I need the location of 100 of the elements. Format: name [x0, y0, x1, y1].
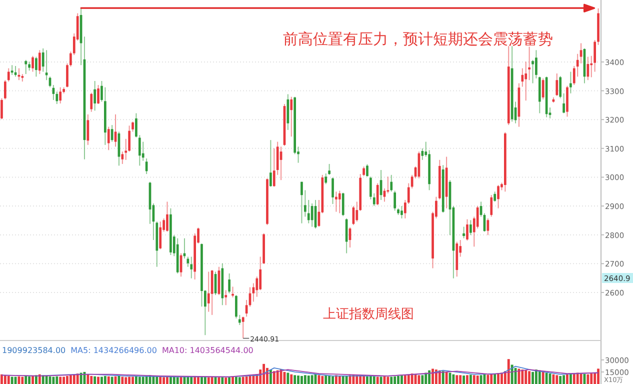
bar	[45, 376, 48, 384]
bar	[556, 375, 558, 384]
bar	[545, 372, 548, 384]
bar	[124, 377, 128, 384]
bar	[138, 376, 141, 384]
bar	[107, 376, 110, 384]
bar	[162, 377, 165, 384]
bar	[376, 376, 379, 384]
bar	[4, 375, 6, 384]
bar	[510, 364, 514, 384]
bar	[21, 376, 24, 384]
bar	[197, 376, 200, 384]
bar	[459, 375, 462, 384]
bar	[145, 376, 148, 384]
bar	[586, 374, 590, 384]
bar	[390, 376, 393, 384]
bar	[421, 375, 424, 384]
bar	[342, 376, 344, 384]
bar	[394, 376, 396, 384]
bar	[566, 374, 568, 384]
bar	[286, 372, 290, 384]
bar	[497, 373, 500, 384]
bar	[76, 374, 79, 384]
bar	[186, 376, 190, 384]
bar	[562, 375, 565, 384]
bar	[90, 376, 93, 384]
bar	[362, 376, 365, 384]
bar	[456, 375, 458, 384]
bar	[328, 376, 331, 384]
bar	[56, 376, 58, 384]
bar	[28, 376, 31, 384]
bar	[132, 376, 134, 384]
bar	[159, 376, 162, 384]
bar	[400, 376, 403, 384]
text: MA10: 1403564544.00	[162, 346, 254, 355]
bar	[445, 372, 448, 384]
bar	[10, 376, 14, 384]
bar	[52, 376, 55, 384]
bar	[100, 376, 103, 384]
bar	[310, 375, 314, 384]
bar	[59, 376, 62, 384]
bar	[262, 364, 265, 384]
bar	[345, 376, 348, 384]
bar	[128, 376, 131, 384]
bar	[542, 372, 544, 384]
bar	[521, 370, 524, 384]
bar	[62, 376, 65, 384]
bar	[507, 359, 510, 384]
bar	[372, 376, 376, 384]
bar	[24, 376, 28, 384]
bar	[424, 372, 428, 384]
bar	[72, 374, 76, 384]
bar	[476, 376, 479, 384]
bar	[569, 374, 572, 384]
bar	[221, 377, 224, 384]
bar	[572, 374, 576, 384]
bar	[7, 376, 10, 384]
bar	[228, 377, 231, 384]
bar	[472, 375, 476, 384]
bar	[32, 376, 34, 384]
bar	[397, 376, 400, 384]
bar	[594, 372, 596, 384]
bar	[121, 376, 124, 384]
bar	[466, 375, 468, 384]
bar	[332, 376, 334, 384]
bar	[432, 368, 434, 384]
bar	[490, 374, 493, 384]
bar	[204, 376, 206, 384]
bar	[94, 376, 96, 384]
bar	[297, 376, 300, 384]
bar	[172, 376, 176, 384]
bar	[300, 376, 303, 384]
bar	[321, 376, 324, 384]
bar	[324, 376, 328, 384]
bar	[200, 376, 203, 384]
bar	[276, 370, 279, 384]
line-series	[1, 369, 599, 378]
bar	[590, 374, 593, 384]
bar	[494, 374, 496, 384]
bar	[524, 370, 528, 384]
bar	[224, 378, 228, 384]
bar	[552, 374, 555, 384]
bar	[486, 374, 490, 384]
bar	[290, 374, 293, 384]
bar	[469, 374, 472, 384]
bar	[462, 376, 465, 384]
bar	[369, 376, 372, 384]
bar	[452, 374, 455, 384]
bar	[110, 376, 114, 384]
annotation: 上证指数周线图	[323, 307, 414, 322]
bar	[66, 376, 68, 384]
bar	[207, 377, 210, 384]
bar	[242, 376, 244, 384]
bar	[232, 376, 234, 384]
bar	[304, 375, 306, 384]
bar	[169, 376, 172, 384]
bar	[238, 377, 241, 384]
bar	[294, 375, 296, 384]
bar	[142, 376, 144, 384]
bar	[166, 376, 168, 384]
